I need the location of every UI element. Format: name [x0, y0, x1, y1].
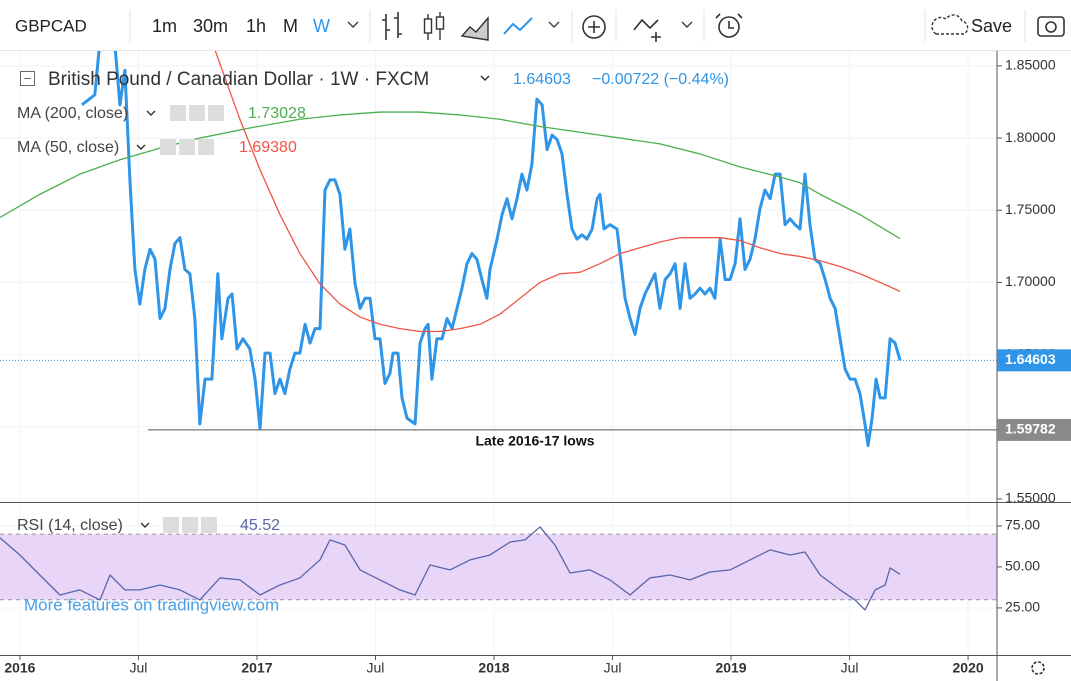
candle — [435, 16, 445, 30]
legend-menu[interactable] — [146, 110, 156, 116]
settings-button[interactable] — [189, 105, 205, 121]
line-icon[interactable] — [503, 17, 533, 35]
x-tick-label: 2019 — [715, 660, 746, 676]
watermark[interactable]: More features on tradingview.com — [24, 595, 279, 614]
toolbar — [0, 0, 1071, 50]
interval-button[interactable]: 1h — [246, 16, 266, 36]
legend-menu[interactable] — [136, 144, 146, 150]
annotation-text: Late 2016-17 lows — [475, 433, 594, 449]
x-tick-label: 2016 — [4, 660, 35, 676]
x-tick-label: Jul — [367, 660, 385, 676]
alert-icon[interactable] — [718, 16, 740, 38]
style-menu[interactable] — [548, 21, 560, 29]
series-line — [81, 50, 902, 448]
rsi-value: 45.52 — [240, 517, 280, 534]
snapshot-lens — [1045, 21, 1057, 33]
y-tick-label: 75.00 — [1005, 517, 1040, 533]
indicators-icon[interactable] — [633, 18, 661, 42]
rsi-legend[interactable]: RSI (14, close) — [17, 517, 123, 534]
settings-button[interactable] — [179, 139, 195, 155]
settings-button[interactable] — [182, 517, 198, 533]
legend-menu[interactable] — [140, 522, 150, 528]
annotation-tag-label: 1.59782 — [1005, 421, 1056, 437]
ma200-legend[interactable]: MA (200, close) — [17, 105, 128, 122]
area-icon[interactable] — [460, 16, 489, 41]
series-line — [0, 111, 901, 240]
y-tick-label: 1.70000 — [1005, 273, 1056, 289]
last-price-tag — [997, 349, 1071, 372]
remove-button[interactable] — [198, 139, 214, 155]
alert-detail — [715, 13, 743, 29]
ma50-value: 1.69380 — [239, 139, 297, 156]
title-menu[interactable] — [480, 75, 490, 82]
x-tick-label: 2020 — [953, 660, 984, 676]
compare-plus — [588, 21, 600, 33]
eye-button[interactable] — [160, 139, 176, 155]
y-tick-label: 1.75000 — [1005, 201, 1056, 217]
interval-button[interactable]: W — [313, 16, 330, 36]
interval-menu[interactable] — [347, 21, 359, 29]
eye-button[interactable] — [163, 517, 179, 533]
x-tick-label: Jul — [841, 660, 859, 676]
rsi-band — [0, 534, 997, 600]
save-button[interactable]: Save — [971, 16, 1012, 36]
chart-title: British Pound / Canadian Dollar · 1W · F… — [48, 69, 429, 90]
y-tick-label: 1.85000 — [1005, 57, 1056, 73]
series-line — [0, 526, 901, 611]
x-tick-label: Jul — [604, 660, 622, 676]
x-tick-label: Jul — [129, 660, 147, 676]
x-tick-label: 2017 — [241, 660, 272, 676]
remove-button[interactable] — [201, 517, 217, 533]
y-tick-label: 1.55000 — [1005, 490, 1056, 506]
ma200-value: 1.73028 — [248, 105, 306, 122]
y-tick-label: 25.00 — [1005, 599, 1040, 615]
last-price: 1.64603 — [513, 71, 571, 88]
remove-button[interactable] — [208, 105, 224, 121]
interval-button[interactable]: 30m — [193, 16, 228, 36]
annotation-tag — [997, 418, 1071, 441]
last-price-tag-label: 1.64603 — [1005, 351, 1056, 367]
interval-button[interactable]: 1m — [152, 16, 177, 36]
ma50-legend[interactable]: MA (50, close) — [17, 139, 119, 156]
settings-icon[interactable] — [1031, 661, 1045, 675]
candle — [423, 18, 433, 34]
bars-icon[interactable] — [382, 12, 402, 40]
indicators-menu[interactable] — [681, 21, 693, 29]
y-tick-label: 1.80000 — [1005, 129, 1056, 145]
save-icon[interactable] — [931, 14, 969, 35]
series-line — [214, 50, 901, 333]
price-change: −0.00722 (−0.44%) — [592, 71, 729, 88]
eye-button[interactable] — [170, 105, 186, 121]
collapse-icon[interactable] — [20, 71, 35, 86]
symbol[interactable]: GBPCAD — [15, 16, 87, 35]
y-tick-label: 50.00 — [1005, 558, 1040, 574]
snapshot-icon[interactable] — [1037, 16, 1065, 37]
compare-icon[interactable] — [582, 15, 606, 39]
x-tick-label: 2018 — [478, 660, 509, 676]
interval-button[interactable]: M — [283, 16, 298, 36]
